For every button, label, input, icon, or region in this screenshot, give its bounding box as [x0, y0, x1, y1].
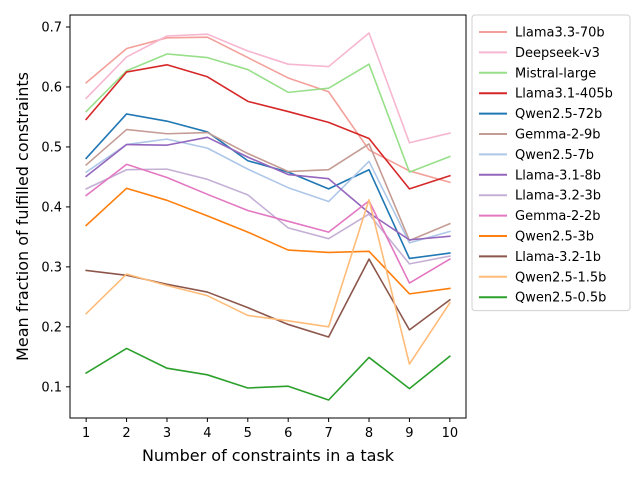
- y-tick-label: 0.2: [41, 320, 62, 335]
- x-tick-label: 7: [324, 426, 332, 441]
- y-axis-ticks: 0.1 0.2 0.3 0.4 0.5 0.6 0.7: [41, 20, 70, 395]
- series-line-1: [85, 32, 451, 144]
- legend: Llama3.3-70b Deepseek-v3 Mistral-large Llam…: [471, 14, 631, 312]
- legend-box: [471, 14, 631, 312]
- plot-area: [85, 32, 451, 401]
- x-tick-label: 9: [405, 426, 413, 441]
- y-tick-label: 0.3: [41, 260, 62, 275]
- x-tick-label: 10: [442, 426, 459, 441]
- x-axis-ticks: 1 2 3 4 5 6 7 8 9 10: [82, 418, 458, 441]
- series-line-5: [85, 128, 451, 242]
- x-axis-label: Number of constraints in a task: [142, 446, 395, 465]
- legend-label-13: Qwen2.5-0.5b: [515, 291, 606, 306]
- y-tick-label: 0.4: [41, 200, 62, 215]
- legend-label-5: Gemma-2-9b: [515, 128, 601, 143]
- x-tick-label: 3: [163, 426, 171, 441]
- series-line-8: [85, 168, 451, 265]
- legend-label-0: Llama3.3-70b: [515, 26, 605, 41]
- series-line-9: [85, 163, 451, 284]
- legend-label-3: Llama3.1-405b: [515, 87, 613, 102]
- legend-label-9: Gemma-2-2b: [515, 209, 601, 224]
- legend-label-7: Llama-3.1-8b: [515, 168, 601, 183]
- legend-label-8: Llama-3.2-3b: [515, 189, 601, 204]
- legend-label-4: Qwen2.5-72b: [515, 107, 602, 122]
- x-tick-label: 4: [203, 426, 211, 441]
- x-tick-label: 1: [82, 426, 90, 441]
- legend-label-12: Qwen2.5-1.5b: [515, 270, 606, 285]
- series-line-3: [85, 63, 451, 190]
- x-tick-label: 5: [244, 426, 252, 441]
- x-tick-label: 2: [122, 426, 130, 441]
- y-axis-label: Mean fraction of fulfilled constraints: [13, 72, 32, 361]
- legend-label-1: Deepseek-v3: [515, 46, 600, 61]
- legend-label-6: Qwen2.5-7b: [515, 148, 594, 163]
- legend-label-2: Mistral-large: [515, 66, 596, 81]
- series-line-6: [85, 138, 451, 244]
- series-line-11: [85, 258, 451, 338]
- legend-label-10: Qwen2.5-3b: [515, 230, 594, 245]
- x-tick-label: 6: [284, 426, 292, 441]
- y-tick-label: 0.1: [41, 380, 62, 395]
- series-line-7: [85, 136, 451, 241]
- y-tick-label: 0.5: [41, 140, 62, 155]
- axes-frame: [69, 14, 467, 419]
- x-tick-label: 8: [365, 426, 373, 441]
- series-line-13: [85, 347, 451, 401]
- y-tick-label: 0.7: [41, 20, 62, 35]
- series-line-0: [85, 36, 451, 184]
- series-line-12: [85, 198, 451, 365]
- legend-label-11: Llama-3.2-1b: [515, 250, 601, 265]
- series-line-2: [85, 53, 451, 173]
- y-tick-label: 0.6: [41, 80, 62, 95]
- series-line-10: [85, 187, 451, 295]
